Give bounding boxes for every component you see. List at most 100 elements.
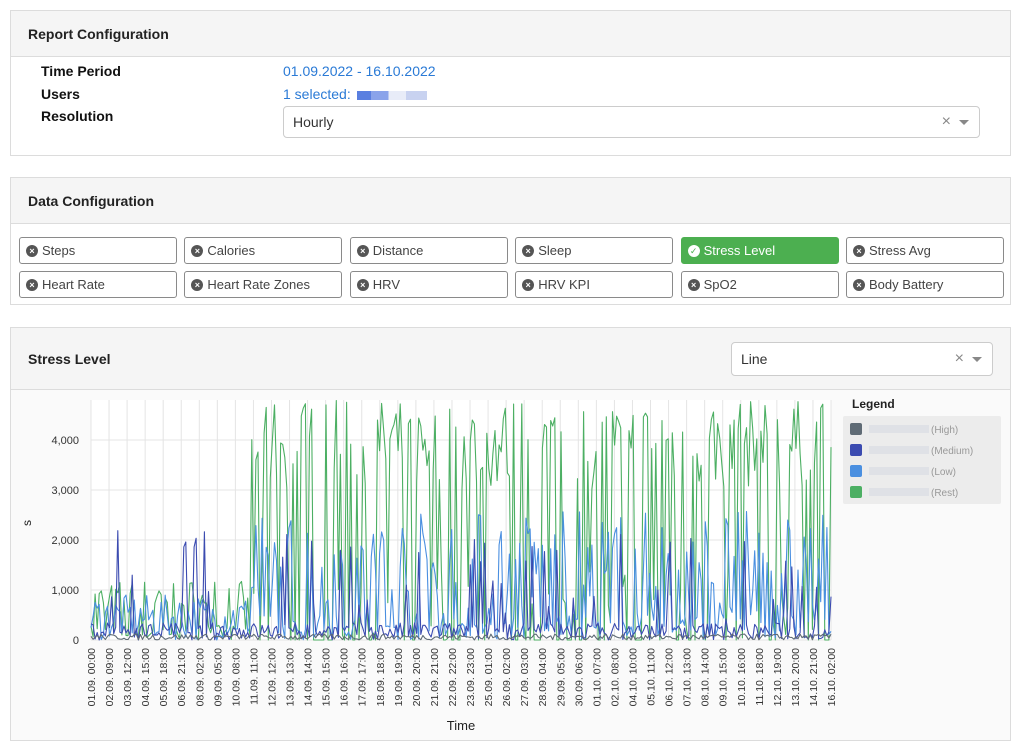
x-tick-label: 07.10. 13:00 — [682, 648, 694, 707]
x-tick-label: 14.09. 14:00 — [303, 648, 315, 707]
x-tick-label: 23.09. 23:00 — [465, 648, 477, 707]
x-tick-label: 16.10. 02:00 — [826, 648, 838, 707]
x-tick-label: 01.10. 07:00 — [591, 648, 603, 707]
legend-box — [843, 416, 1001, 504]
legend-swatch — [850, 465, 862, 477]
remove-circle-icon: × — [191, 278, 204, 291]
metric-toggle-body-battery[interactable]: × Body Battery — [846, 271, 1004, 298]
metric-toggle-spo2[interactable]: × SpO2 — [680, 271, 839, 298]
legend-title: Legend — [852, 397, 895, 411]
y-tick-label: 3,000 — [51, 485, 79, 497]
metric-toggle-label: Heart Rate Zones — [207, 277, 310, 292]
x-tick-label: 01.09. 00:00 — [86, 648, 98, 707]
legend-entry-label: (High) — [931, 425, 958, 436]
x-tick-label: 05.10. 11:00 — [646, 648, 658, 706]
metric-toggle-distance[interactable]: × Distance — [349, 237, 508, 264]
data-configuration-title: Data Configuration — [11, 178, 1010, 224]
x-tick-label: 02.09. 09:00 — [104, 648, 116, 707]
series-line-medium — [90, 530, 832, 641]
legend-redacted-name — [869, 488, 929, 496]
legend-entry-label: (Low) — [931, 467, 956, 478]
time-period-link[interactable]: 01.09.2022 - 16.10.2022 — [283, 63, 436, 79]
check-circle-icon: ✓ — [687, 244, 700, 257]
x-tick-label: 16.09. 16:00 — [339, 648, 351, 707]
users-label: Users — [41, 86, 80, 102]
x-tick-label: 12.09. 12:00 — [266, 648, 278, 707]
metric-toggle-stress-level[interactable]: ✓ Stress Level — [680, 237, 839, 264]
time-period-label: Time Period — [41, 63, 121, 79]
remove-circle-icon: × — [356, 278, 369, 291]
x-tick-label: 12.10. 19:00 — [772, 648, 784, 707]
x-tick-label: 18.09. 18:00 — [375, 648, 387, 707]
legend-entry-label: (Rest) — [931, 488, 958, 499]
clear-icon[interactable]: × — [941, 113, 951, 130]
resolution-select-value: Hourly — [293, 114, 334, 130]
x-tick-label: 30.09. 06:00 — [573, 648, 585, 707]
x-tick-label: 17.09. 17:00 — [357, 648, 369, 707]
series-line-rest — [90, 399, 832, 641]
metric-toggle-heart-rate[interactable]: × Heart Rate — [19, 271, 177, 298]
chart-type-select[interactable]: Line × — [731, 342, 993, 376]
chevron-down-icon[interactable] — [959, 120, 969, 125]
x-tick-label: 28.09. 04:00 — [537, 648, 549, 707]
y-tick-label: 0 — [73, 635, 79, 647]
x-tick-label: 08.09. 02:00 — [194, 648, 206, 707]
remove-circle-icon: × — [191, 244, 204, 257]
remove-circle-icon: × — [26, 244, 38, 257]
legend-redacted-name — [869, 425, 929, 433]
remove-circle-icon: × — [522, 244, 535, 257]
x-tick-label: 15.09. 15:00 — [321, 648, 333, 707]
x-tick-label: 20.09. 20:00 — [411, 648, 423, 707]
x-tick-label: 09.09. 05:00 — [212, 648, 224, 707]
remove-circle-icon: × — [356, 244, 369, 257]
metric-toggle-label: SpO2 — [703, 277, 737, 292]
x-tick-label: 21.09. 21:00 — [429, 648, 441, 707]
metric-toggle-calories[interactable]: × Calories — [184, 237, 343, 264]
x-tick-label: 02.10. 08:00 — [609, 648, 621, 707]
metric-toggle-steps[interactable]: × Steps — [19, 237, 177, 264]
resolution-label: Resolution — [41, 108, 114, 124]
x-tick-label: 04.10. 10:00 — [627, 648, 639, 707]
metric-toggle-label: Calories — [207, 243, 256, 258]
metric-toggle-label: Sleep — [538, 243, 572, 258]
remove-circle-icon: × — [853, 278, 865, 291]
metric-toggle-label: Stress Level — [703, 243, 776, 258]
x-tick-label: 26.09. 02:00 — [501, 648, 513, 707]
x-tick-label: 13.09. 13:00 — [285, 648, 297, 707]
remove-circle-icon: × — [26, 278, 38, 291]
metric-toggle-hrv[interactable]: × HRV — [349, 271, 508, 298]
x-tick-label: 19.09. 19:00 — [393, 648, 405, 707]
stress-level-chart-panel: Stress Level Line × 01.09. 00:00 02.09. 0… — [10, 327, 1011, 741]
clear-icon[interactable]: × — [954, 350, 964, 367]
stress-level-chart: 01.09. 00:00 02.09. 09:00 03.09. 12:00 04.0… — [20, 397, 1001, 733]
legend-redacted-name — [869, 446, 929, 454]
resolution-select[interactable]: Hourly × — [283, 106, 980, 138]
x-tick-label: 29.09. 05:00 — [555, 648, 567, 707]
report-configuration-title: Report Configuration — [11, 11, 1010, 57]
data-configuration-panel: Data Configuration × Steps × Calories × Dista… — [10, 177, 1011, 305]
metric-toggle-label: Body Battery — [869, 277, 944, 292]
x-tick-label: 04.09. 15:00 — [140, 648, 152, 707]
y-tick-label: 2,000 — [51, 535, 79, 547]
metric-toggle-label: Stress Avg — [869, 243, 931, 258]
metric-toggle-hrv-kpi[interactable]: × HRV KPI — [515, 271, 674, 298]
metric-toggle-sleep[interactable]: × Sleep — [515, 237, 674, 264]
metric-toggle-stress-avg[interactable]: × Stress Avg — [846, 237, 1004, 264]
chevron-down-icon[interactable] — [972, 357, 982, 362]
users-link[interactable]: 1 selected: — [283, 86, 427, 102]
x-tick-label: 10.10. 16:00 — [736, 648, 748, 707]
remove-circle-icon: × — [853, 244, 865, 257]
x-tick-label: 11.10. 18:00 — [754, 648, 766, 706]
x-tick-label: 10.09. 08:00 — [230, 648, 242, 707]
x-axis-label: Time — [447, 718, 475, 733]
legend-entry-label: (Medium) — [931, 446, 973, 457]
metric-toggle-label: HRV — [372, 277, 401, 292]
metric-toggle-label: Distance — [372, 243, 424, 258]
x-tick-label: 22.09. 22:00 — [447, 648, 459, 707]
report-configuration-panel: Report Configuration Time Period 01.09.2… — [10, 10, 1011, 156]
x-tick-label: 06.10. 12:00 — [664, 648, 676, 707]
chart-type-select-value: Line — [741, 351, 768, 367]
metric-toggle-heart-rate-zones[interactable]: × Heart Rate Zones — [184, 271, 343, 298]
legend-swatch — [850, 486, 862, 498]
x-tick-label: 06.09. 21:00 — [176, 648, 188, 707]
